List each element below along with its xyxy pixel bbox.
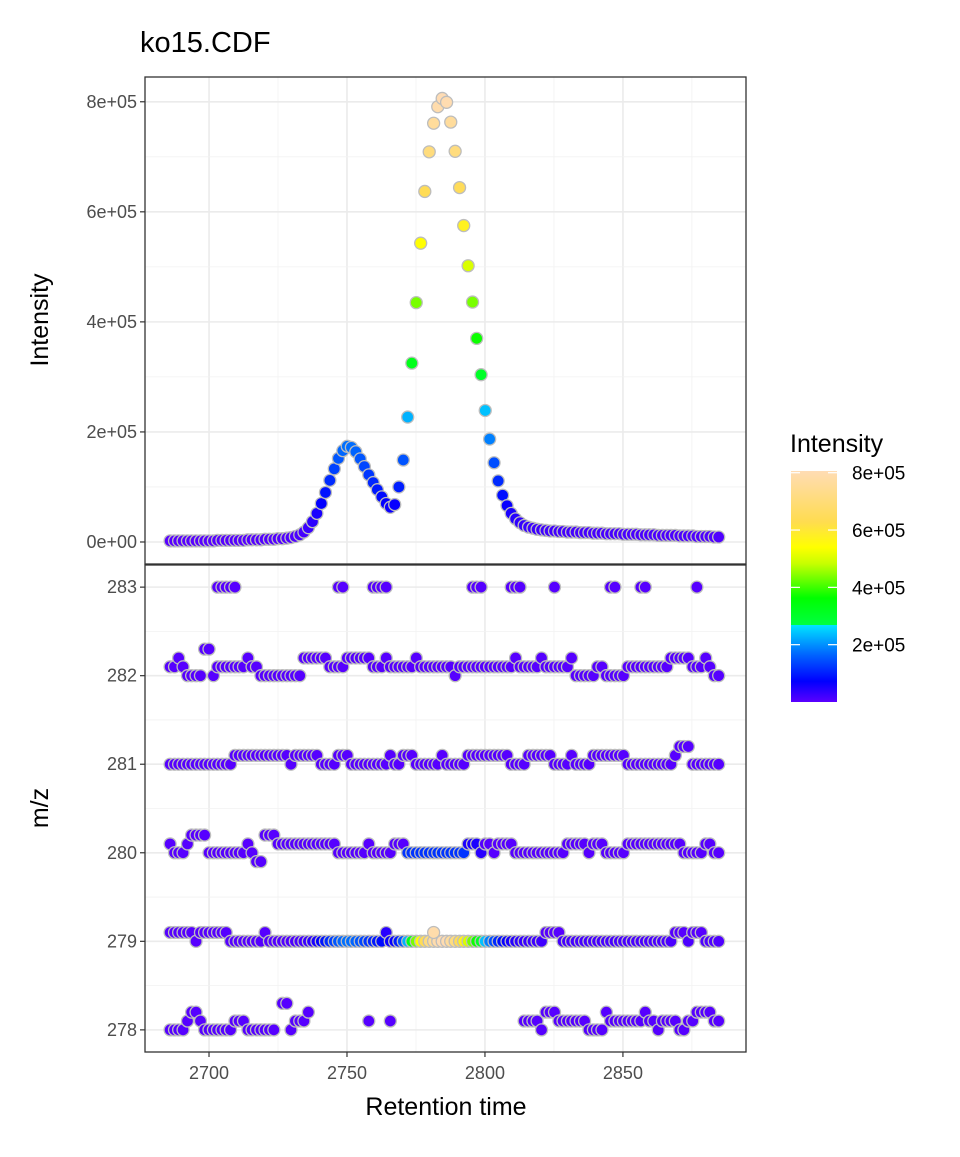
mz-point xyxy=(681,739,695,754)
intensity-point xyxy=(487,456,501,470)
intensity-point xyxy=(426,116,441,130)
mz-point xyxy=(712,846,726,860)
intensity-point xyxy=(439,95,454,109)
mz-point xyxy=(712,1014,726,1028)
y-tick-label: 2e+05 xyxy=(86,422,137,442)
legend-title: Intensity xyxy=(790,430,884,458)
axis-ticks: 0e+00 2e+05 4e+05 6e+05 8e+05 278 279 280 281 282… xyxy=(86,92,643,1083)
legend-tick-label: 6e+05 xyxy=(852,521,905,542)
y-tick-label: 282 xyxy=(107,666,137,686)
bottom-panel-border xyxy=(144,564,747,1053)
intensity-point xyxy=(405,356,419,370)
intensity-point xyxy=(483,432,497,446)
x-tick-label: 2800 xyxy=(465,1063,505,1083)
y-tick-label: 6e+05 xyxy=(86,202,137,222)
mz-point xyxy=(202,642,216,656)
mz-point xyxy=(712,934,726,948)
intensity-point xyxy=(478,403,492,418)
mz-point xyxy=(690,580,704,594)
x-tick-label: 2750 xyxy=(327,1063,367,1083)
mz-point xyxy=(534,1023,549,1037)
y-tick-label: 280 xyxy=(107,843,137,863)
intensity-point xyxy=(401,410,415,424)
legend-tick-label: 4e+05 xyxy=(852,578,905,599)
y-axis-title-intensity: Intensity xyxy=(26,273,54,367)
intensity-point xyxy=(388,497,402,512)
mz-points xyxy=(163,580,726,1037)
mz-point xyxy=(280,996,294,1010)
intensity-point xyxy=(414,236,428,250)
intensity-point xyxy=(444,115,458,129)
intensity-point xyxy=(474,368,488,382)
mz-point xyxy=(197,828,212,842)
mz-point xyxy=(379,580,393,594)
intensity-point xyxy=(409,295,423,310)
intensity-point xyxy=(318,485,333,500)
y-tick-label: 279 xyxy=(107,931,137,951)
mz-point xyxy=(712,757,726,771)
intensity-point xyxy=(457,218,471,233)
intensity-point xyxy=(422,145,436,159)
y-axis-title-mz: m/z xyxy=(26,788,54,828)
mz-point xyxy=(267,1023,281,1037)
intensity-point xyxy=(448,144,462,158)
mz-point xyxy=(595,1023,609,1037)
top-panel-border xyxy=(144,76,747,565)
mz-point xyxy=(301,1005,316,1019)
color-legend: Intensity 2e+05 4e+05 6e+05 8e+05 xyxy=(790,430,905,702)
x-axis-title: Retention time xyxy=(365,1093,526,1121)
legend-tick-label: 8e+05 xyxy=(852,464,905,485)
intensity-point xyxy=(418,184,432,199)
mz-point xyxy=(293,669,307,683)
intensity-point xyxy=(314,496,328,511)
mz-point xyxy=(193,669,208,683)
legend-tick-label: 2e+05 xyxy=(852,636,905,657)
mz-point xyxy=(362,1014,376,1028)
legend-colorbar xyxy=(791,471,837,702)
intensity-point xyxy=(465,295,480,309)
intensity-point xyxy=(491,474,505,488)
mz-point xyxy=(513,580,527,594)
mz-point xyxy=(712,669,726,683)
intensity-point xyxy=(461,259,475,273)
mz-point xyxy=(336,580,350,594)
x-tick-label: 2700 xyxy=(189,1063,229,1083)
y-tick-label: 278 xyxy=(107,1020,137,1040)
intensity-points xyxy=(163,91,726,548)
y-tick-label: 0e+00 xyxy=(86,532,137,552)
mz-point xyxy=(254,854,268,869)
intensity-point xyxy=(392,480,406,494)
y-tick-label: 283 xyxy=(107,577,137,597)
mz-point xyxy=(426,925,441,940)
intensity-point xyxy=(470,331,484,346)
mz-point xyxy=(564,651,579,665)
intensity-point xyxy=(323,473,337,488)
mz-point xyxy=(638,580,652,594)
x-tick-label: 2850 xyxy=(603,1063,643,1083)
mz-point xyxy=(547,580,562,594)
mz-point xyxy=(383,1014,397,1028)
top-panel-background xyxy=(145,77,746,564)
intensity-point xyxy=(712,530,726,544)
y-tick-label: 4e+05 xyxy=(86,312,137,332)
intensity-point xyxy=(396,453,410,467)
y-tick-label: 8e+05 xyxy=(86,92,137,112)
chart-title: ko15.CDF xyxy=(140,27,271,59)
y-tick-label: 281 xyxy=(107,754,137,774)
mz-point xyxy=(608,580,622,594)
mz-point xyxy=(474,580,488,594)
mz-point xyxy=(228,580,242,594)
intensity-point xyxy=(452,180,467,195)
